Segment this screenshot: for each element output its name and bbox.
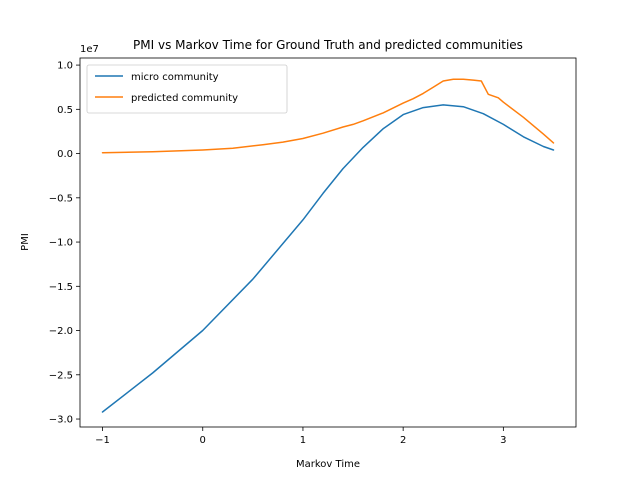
series-layer bbox=[101, 78, 555, 413]
y-tick-label: −2.5 bbox=[49, 370, 73, 381]
legend-label-predicted: predicted community bbox=[131, 93, 238, 104]
x-tick-label: 0 bbox=[200, 435, 206, 446]
x-tick-label: −1 bbox=[95, 435, 110, 446]
y-axis-label: PMI bbox=[20, 233, 31, 251]
x-tick-label: 3 bbox=[500, 435, 506, 446]
y-tick-label: −1.5 bbox=[49, 282, 73, 293]
y-tick-label: −3.0 bbox=[49, 415, 73, 426]
series-line-predicted-community bbox=[101, 78, 555, 154]
y-tick-label: −0.5 bbox=[49, 193, 73, 204]
y-tick-label: −1.0 bbox=[49, 238, 73, 249]
x-axis-label: Markov Time bbox=[296, 459, 360, 470]
y-tick-label: 0.5 bbox=[57, 105, 73, 116]
x-tick-label: 2 bbox=[400, 435, 406, 446]
legend: micro community predicted community bbox=[86, 64, 288, 114]
y-tick-label: −2.0 bbox=[49, 326, 73, 337]
y-tick-label: 0.0 bbox=[57, 149, 73, 160]
y-axis: −3.0 −2.5 −2.0 −1.5 −1.0 −0.5 0.0 0.5 1.0 bbox=[49, 61, 80, 426]
chart-title: PMI vs Markov Time for Ground Truth and … bbox=[133, 38, 523, 52]
y-tick-label: 1.0 bbox=[57, 61, 73, 72]
legend-label-micro: micro community bbox=[131, 72, 219, 83]
x-axis: −1 0 1 2 3 bbox=[95, 427, 507, 446]
series-line-micro-community bbox=[101, 104, 555, 413]
y-offset-label: 1e7 bbox=[80, 44, 99, 55]
plot-frame bbox=[79, 57, 577, 428]
x-tick-label: 1 bbox=[300, 435, 306, 446]
legend-box bbox=[86, 64, 288, 114]
